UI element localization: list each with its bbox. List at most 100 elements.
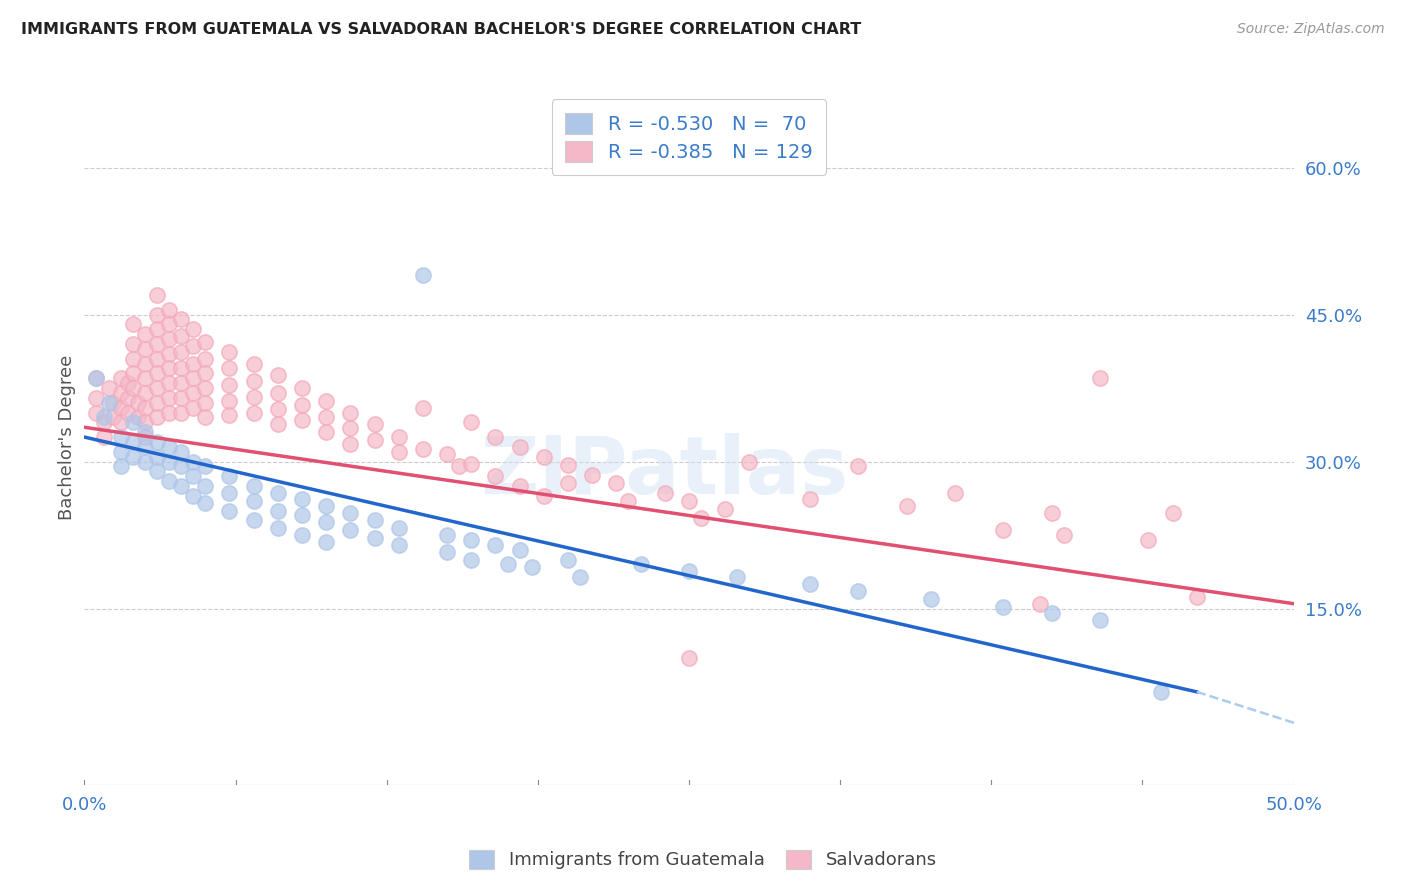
Point xyxy=(267,368,290,383)
Point xyxy=(291,508,314,523)
Point xyxy=(690,511,713,525)
Point xyxy=(127,410,149,425)
Point xyxy=(388,538,411,552)
Point xyxy=(134,430,156,444)
Point xyxy=(484,469,506,483)
Point xyxy=(520,560,543,574)
Point xyxy=(1028,597,1050,611)
Point xyxy=(194,367,217,381)
Point xyxy=(97,381,120,395)
Point xyxy=(557,476,579,491)
Y-axis label: Bachelor's Degree: Bachelor's Degree xyxy=(58,354,76,520)
Point xyxy=(170,329,193,343)
Point xyxy=(218,486,240,500)
Point xyxy=(267,521,290,535)
Point xyxy=(533,489,555,503)
Point xyxy=(170,360,193,375)
Point xyxy=(218,469,240,483)
Point xyxy=(1040,607,1063,621)
Point xyxy=(605,476,627,491)
Point xyxy=(218,378,240,392)
Point xyxy=(103,396,125,410)
Point xyxy=(170,406,193,420)
Point xyxy=(157,376,180,391)
Point xyxy=(146,464,169,478)
Point xyxy=(291,491,314,506)
Point xyxy=(86,371,108,385)
Point xyxy=(117,391,139,405)
Point xyxy=(170,376,193,391)
Point xyxy=(146,351,169,366)
Point xyxy=(1149,685,1171,699)
Point xyxy=(117,406,139,420)
Point xyxy=(581,468,603,483)
Point xyxy=(993,523,1015,537)
Point xyxy=(121,434,143,449)
Point xyxy=(412,268,434,283)
Point xyxy=(449,459,471,474)
Point xyxy=(920,591,942,606)
Point xyxy=(157,302,180,317)
Point xyxy=(315,516,337,530)
Point xyxy=(460,552,482,566)
Point xyxy=(157,347,180,361)
Point xyxy=(460,533,482,547)
Point xyxy=(218,408,240,422)
Point xyxy=(146,450,169,464)
Point xyxy=(1040,506,1063,520)
Point xyxy=(157,406,180,420)
Point xyxy=(157,361,180,376)
Point xyxy=(993,599,1015,614)
Point xyxy=(725,570,748,584)
Point xyxy=(509,440,531,454)
Point xyxy=(315,535,337,549)
Point xyxy=(134,416,156,430)
Point xyxy=(170,391,193,405)
Point xyxy=(194,496,217,510)
Point xyxy=(86,371,108,385)
Point xyxy=(943,486,966,500)
Point xyxy=(242,513,264,527)
Point xyxy=(339,437,361,451)
Point xyxy=(242,493,264,508)
Point xyxy=(110,430,132,444)
Point xyxy=(569,570,592,584)
Point xyxy=(127,396,149,410)
Point xyxy=(97,396,120,410)
Point xyxy=(170,479,193,493)
Point xyxy=(460,416,482,430)
Point xyxy=(509,542,531,557)
Point xyxy=(509,479,531,493)
Point xyxy=(218,393,240,408)
Point xyxy=(291,381,314,395)
Point xyxy=(242,374,264,388)
Point xyxy=(121,318,143,332)
Point xyxy=(134,371,156,385)
Point xyxy=(315,409,337,424)
Point xyxy=(157,318,180,332)
Point xyxy=(291,413,314,427)
Point xyxy=(799,491,821,506)
Point xyxy=(170,312,193,326)
Point xyxy=(181,357,204,371)
Point xyxy=(134,440,156,454)
Point xyxy=(194,334,217,349)
Point xyxy=(533,450,555,464)
Point xyxy=(134,454,156,468)
Point xyxy=(678,565,700,579)
Point xyxy=(121,416,143,430)
Point xyxy=(110,444,132,458)
Point xyxy=(181,371,204,385)
Point xyxy=(242,406,264,420)
Point xyxy=(291,398,314,412)
Point xyxy=(436,528,458,542)
Point xyxy=(267,401,290,416)
Point xyxy=(134,357,156,371)
Point xyxy=(714,501,737,516)
Point xyxy=(146,434,169,449)
Point xyxy=(170,444,193,458)
Point xyxy=(194,459,217,474)
Point xyxy=(194,381,217,395)
Point xyxy=(93,430,115,444)
Legend: R = -0.530   N =  70, R = -0.385   N = 129: R = -0.530 N = 70, R = -0.385 N = 129 xyxy=(551,99,827,176)
